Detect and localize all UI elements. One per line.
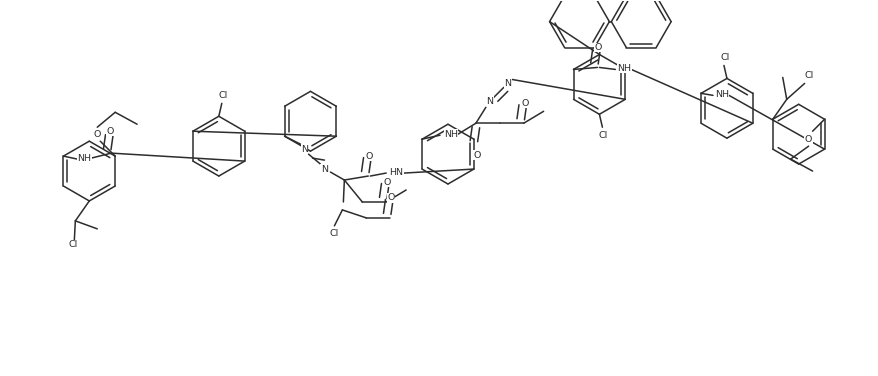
Text: O: O: [106, 127, 114, 136]
Text: O: O: [521, 99, 528, 108]
Text: NH: NH: [616, 64, 630, 73]
Text: O: O: [383, 177, 391, 186]
Text: Cl: Cl: [218, 91, 227, 100]
Text: Cl: Cl: [803, 71, 812, 80]
Text: NH: NH: [443, 130, 457, 139]
Text: HN: HN: [389, 168, 403, 177]
Text: N: N: [300, 145, 307, 154]
Text: N: N: [320, 165, 327, 174]
Text: NH: NH: [77, 154, 91, 162]
Text: O: O: [594, 43, 601, 52]
Text: Cl: Cl: [719, 53, 729, 62]
Text: N: N: [504, 79, 511, 88]
Text: Cl: Cl: [68, 240, 78, 249]
Text: Cl: Cl: [329, 229, 339, 238]
Text: O: O: [365, 152, 372, 161]
Text: O: O: [804, 135, 811, 144]
Text: N: N: [486, 97, 493, 106]
Text: O: O: [472, 151, 480, 160]
Text: O: O: [93, 130, 101, 139]
Text: O: O: [387, 194, 394, 202]
Text: NH: NH: [714, 90, 728, 99]
Text: Cl: Cl: [598, 131, 608, 140]
